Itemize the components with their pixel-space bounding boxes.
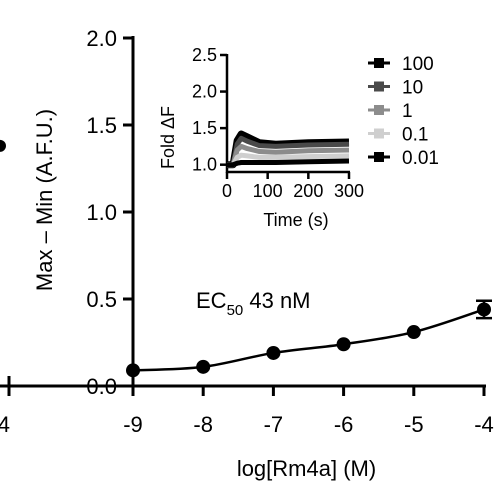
legend-label: 0.1 xyxy=(402,125,428,146)
inset-y-axis-title: Fold ΔF xyxy=(158,106,178,169)
inset-x-axis-title: Time (s) xyxy=(263,210,328,230)
inset-legend: 100 101 0.10.01 xyxy=(368,54,439,169)
inset-series-line xyxy=(227,158,350,168)
x-tick-label: -7 xyxy=(264,412,284,437)
fit-curve xyxy=(132,308,485,372)
data-point xyxy=(196,359,211,374)
data-point xyxy=(266,345,281,360)
y-tick-label: 1.5 xyxy=(86,113,117,138)
inset-x-tick-label: 200 xyxy=(293,181,323,201)
legend-swatch-marker xyxy=(374,128,384,139)
ec50-annotation: EC50 43 nM xyxy=(196,288,311,319)
data-point xyxy=(406,325,421,340)
legend-label: 0.01 xyxy=(402,148,439,169)
legend-label: 1 xyxy=(402,101,413,122)
inset-x-tick-label: 100 xyxy=(253,181,283,201)
legend-swatch-marker xyxy=(374,58,384,68)
x-tick-label: -4 xyxy=(474,412,494,437)
legend-label: 100 xyxy=(402,54,434,75)
fragment-data-point xyxy=(0,139,6,152)
y-tick-label: 0.0 xyxy=(86,374,117,399)
legend-label: 10 xyxy=(402,78,423,99)
data-point xyxy=(126,363,140,378)
fragment-tick-label: 4 xyxy=(0,412,10,437)
inset-x-tick-label: 300 xyxy=(334,181,364,201)
data-point xyxy=(477,302,491,317)
data-point xyxy=(336,337,351,352)
legend-swatch-marker xyxy=(374,152,384,162)
y-tick-label: 1.0 xyxy=(86,200,117,225)
inset-y-tick-label: 2.0 xyxy=(192,82,217,102)
inset-x-tick-label: 0 xyxy=(222,181,232,201)
x-tick-label: -5 xyxy=(404,412,424,437)
legend-swatch-marker xyxy=(374,105,384,115)
x-tick-label: -9 xyxy=(123,412,143,437)
inset-y-tick-label: 2.5 xyxy=(192,45,217,65)
inset-chart: 1.0 1.5 2.0 2.5 0 100 200 300 Time (s) Fold ΔF xyxy=(158,45,364,230)
main-chart: 0.0 0.5 1.0 1.5 2.0 -9 -8 -7 -6 -5 -4 4 log[Rm4a] (M… xyxy=(0,26,494,481)
y-tick-label: 0.5 xyxy=(86,287,117,312)
x-tick-label: -8 xyxy=(193,412,213,437)
y-tick-label: 2.0 xyxy=(86,26,117,51)
inset-y-tick-label: 1.0 xyxy=(192,155,217,175)
inset-y-tick-label: 1.5 xyxy=(192,118,217,138)
x-tick-label: -6 xyxy=(334,412,354,437)
legend-swatch-marker xyxy=(374,81,384,92)
y-axis-title: Max – Min (A.F.U.) xyxy=(32,109,57,291)
x-axis-title: log[Rm4a] (M) xyxy=(237,456,376,481)
